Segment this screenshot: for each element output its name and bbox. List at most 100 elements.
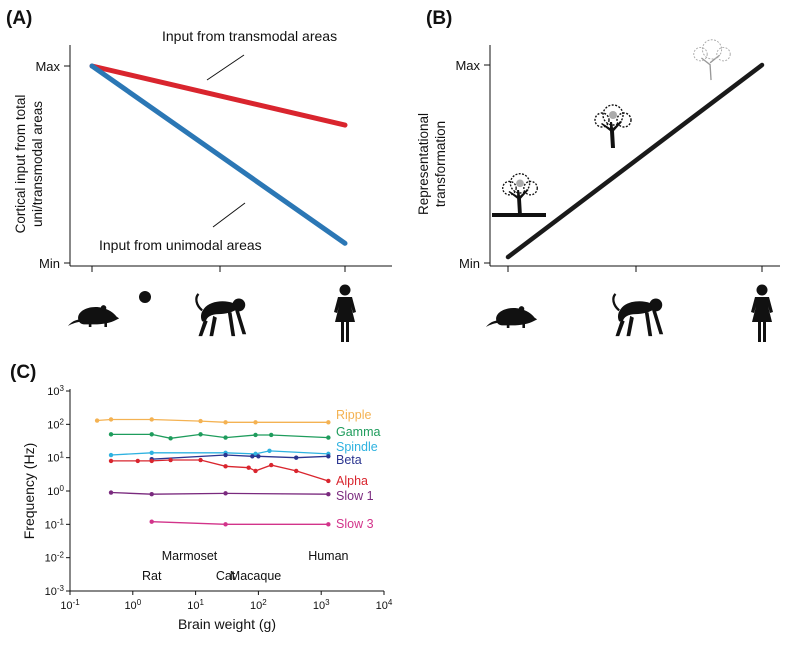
y-tick-label: 102 (47, 417, 64, 432)
y-axis-title: Cortical input from total uni/transmodal … (13, 95, 45, 234)
y-tick-exp: 1 (60, 450, 65, 459)
panel-a-series: Input from transmodal areas Input from un… (89, 28, 348, 253)
series-label-unimodal: Input from unimodal areas (99, 237, 262, 253)
data-point-ripple (253, 420, 258, 425)
y-tick-base: 10 (45, 553, 57, 565)
data-point-slow-1 (223, 491, 228, 496)
species-label-rat: Rat (142, 569, 162, 583)
y-tick-base: 10 (47, 419, 59, 431)
series-label-slow-1: Slow 1 (336, 489, 374, 503)
series-line-unimodal (89, 63, 348, 246)
rat-icon (68, 305, 120, 327)
data-point-ripple (326, 420, 331, 425)
data-point-gamma (149, 432, 154, 437)
species-label-macaque: Macaque (230, 569, 281, 583)
data-point-slow-1 (326, 492, 331, 497)
y-tick-label: 10-3 (45, 584, 65, 599)
tree-on-ground-icon (502, 173, 538, 215)
data-point-beta (250, 454, 255, 459)
y-tick-exp: 3 (60, 384, 65, 393)
series-label-beta: Beta (336, 453, 362, 467)
data-point-alpha (294, 468, 299, 474)
series-label-alpha: Alpha (336, 474, 368, 488)
y-tick-base: 10 (47, 453, 59, 465)
y-axis-title-line: Cortical input from total (13, 95, 28, 234)
species-label-human: Human (308, 549, 348, 563)
y-tick-exp: 0 (60, 484, 65, 493)
data-point-slow-3 (326, 522, 331, 527)
y-tick-label: 10-1 (45, 517, 65, 532)
y-tick-base: 10 (47, 486, 59, 498)
y-axis-title: Representational transformation (416, 113, 448, 215)
x-tick-label: 102 (250, 598, 267, 613)
rat-icon (486, 306, 538, 328)
data-point-ripple (108, 417, 114, 422)
x-tick-label: 104 (376, 598, 393, 613)
x-tick-base: 10 (313, 600, 325, 612)
species-label-cat: Cat (216, 569, 236, 583)
data-point-spindle (267, 448, 272, 454)
data-point-slow-3 (149, 519, 154, 524)
data-point-beta (223, 452, 228, 458)
y-tick-label: Min (39, 256, 60, 271)
data-point-alpha (253, 468, 258, 474)
x-tick-label: 103 (313, 598, 330, 613)
series-label-gamma: Gamma (336, 425, 381, 439)
ground-bar (492, 213, 546, 217)
y-axis-title-line: uni/transmodal areas (30, 101, 45, 227)
faint-tree-icon (693, 39, 731, 81)
data-point-beta (326, 454, 331, 459)
panel-a: (A) Max Min Cortical input from total uni/t… (6, 8, 392, 342)
data-point-gamma (326, 435, 331, 440)
series-line-beta (151, 454, 329, 460)
species-label-marmoset: Marmoset (162, 549, 218, 563)
x-tick-label: 10-1 (60, 598, 80, 613)
human-icon (751, 284, 773, 342)
series-line-transmodal (89, 63, 348, 128)
data-point-gamma (108, 432, 114, 437)
data-point-beta (294, 455, 299, 460)
panel-a-label: (A) (6, 8, 32, 29)
panel-b-icons (486, 39, 773, 342)
y-tick-exp: -1 (57, 517, 65, 526)
panel-b-axes: Max Min Representational transformation (416, 45, 780, 272)
y-tick-base: 10 (45, 519, 57, 531)
panel-b-series (505, 62, 765, 260)
data-point-ripple (198, 418, 203, 424)
x-axis-title: Brain weight (g) (178, 616, 276, 632)
series-line-slow-1 (110, 491, 329, 495)
data-point-alpha (108, 458, 114, 464)
monkey-icon (612, 292, 665, 338)
data-point-ripple (223, 420, 228, 425)
data-point-beta (256, 454, 261, 459)
y-axis-title-line: Representational (416, 113, 431, 215)
x-tick-exp: 3 (325, 598, 330, 607)
data-point-ripple (94, 418, 100, 423)
x-tick-exp: 1 (199, 598, 204, 607)
series-line-ripple (97, 418, 329, 423)
tree-icon (594, 104, 632, 148)
y-tick-base: 10 (47, 386, 59, 398)
panel-c-label: (C) (10, 362, 36, 383)
x-tick-exp: 4 (388, 598, 393, 607)
y-tick-exp: -3 (57, 584, 65, 593)
y-tick-label: 103 (47, 384, 64, 399)
y-tick-exp: 2 (60, 417, 65, 426)
series-line-gamma (111, 433, 329, 439)
y-tick-label: Min (459, 256, 480, 271)
y-tick-label: 101 (47, 450, 64, 465)
x-tick-exp: -1 (73, 598, 81, 607)
data-point-spindle (108, 452, 114, 458)
series-line-slow-3 (151, 521, 329, 525)
annotation-leader (206, 54, 245, 81)
y-tick-exp: -2 (57, 550, 65, 559)
monkey-icon (195, 292, 248, 338)
y-axis-title: Frequency (Hz) (21, 443, 37, 539)
x-tick-base: 10 (376, 600, 388, 612)
series-label-transmodal: Input from transmodal areas (162, 28, 337, 44)
